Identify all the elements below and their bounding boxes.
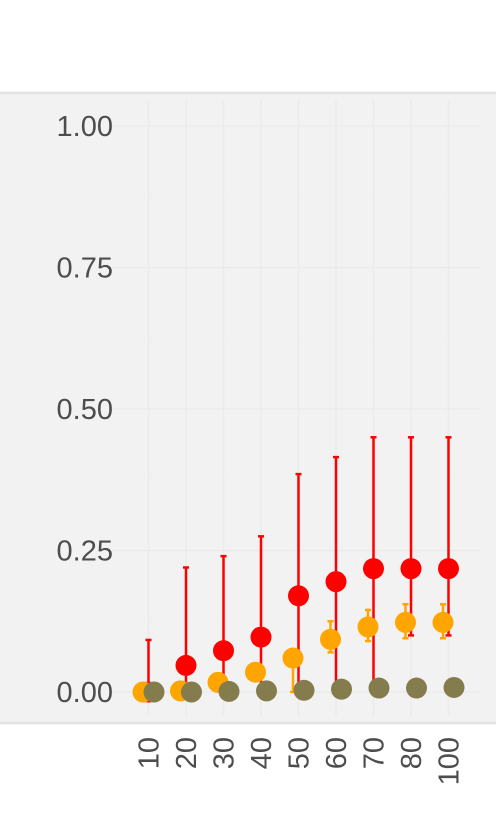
x-tick-label: 10 xyxy=(134,737,166,769)
data-point xyxy=(368,677,390,699)
x-axis-tick-labels: 10 20 30 40 50 60 70 80 100 xyxy=(134,737,466,785)
x-tick-label: 60 xyxy=(321,737,353,769)
chart-marks xyxy=(132,436,465,703)
data-point xyxy=(213,640,234,662)
data-point xyxy=(406,677,427,699)
data-point xyxy=(400,558,422,580)
y-tick-label: 0.00 xyxy=(57,677,113,709)
data-point xyxy=(357,616,379,638)
data-point xyxy=(293,679,315,701)
y-tick-label: 1.00 xyxy=(57,111,113,143)
data-point xyxy=(218,680,240,702)
data-point xyxy=(395,611,416,633)
y-axis-tick-labels: 0.00 0.25 0.50 0.75 1.00 xyxy=(57,111,113,709)
x-tick-label: 50 xyxy=(284,737,316,769)
x-tick-label: 20 xyxy=(171,737,203,769)
data-point xyxy=(443,676,465,698)
data-point xyxy=(325,571,347,593)
data-point xyxy=(363,558,384,580)
x-tick-label: 100 xyxy=(434,737,466,785)
data-point xyxy=(256,680,277,702)
y-tick-label: 0.75 xyxy=(57,253,113,285)
data-point xyxy=(282,647,304,669)
data-point xyxy=(320,628,341,650)
x-tick-label: 80 xyxy=(396,737,428,769)
y-tick-label: 0.50 xyxy=(57,394,113,426)
data-point xyxy=(331,678,352,700)
data-point xyxy=(250,626,272,648)
data-point xyxy=(143,681,165,703)
x-tick-label: 30 xyxy=(209,737,241,769)
x-tick-label: 70 xyxy=(359,737,391,769)
data-point xyxy=(181,681,202,703)
data-point xyxy=(438,558,459,580)
x-tick-label: 40 xyxy=(246,737,278,769)
data-point xyxy=(245,661,266,683)
data-point xyxy=(288,585,309,607)
data-point xyxy=(432,611,454,633)
data-point xyxy=(175,654,197,676)
y-tick-label: 0.25 xyxy=(57,536,113,568)
